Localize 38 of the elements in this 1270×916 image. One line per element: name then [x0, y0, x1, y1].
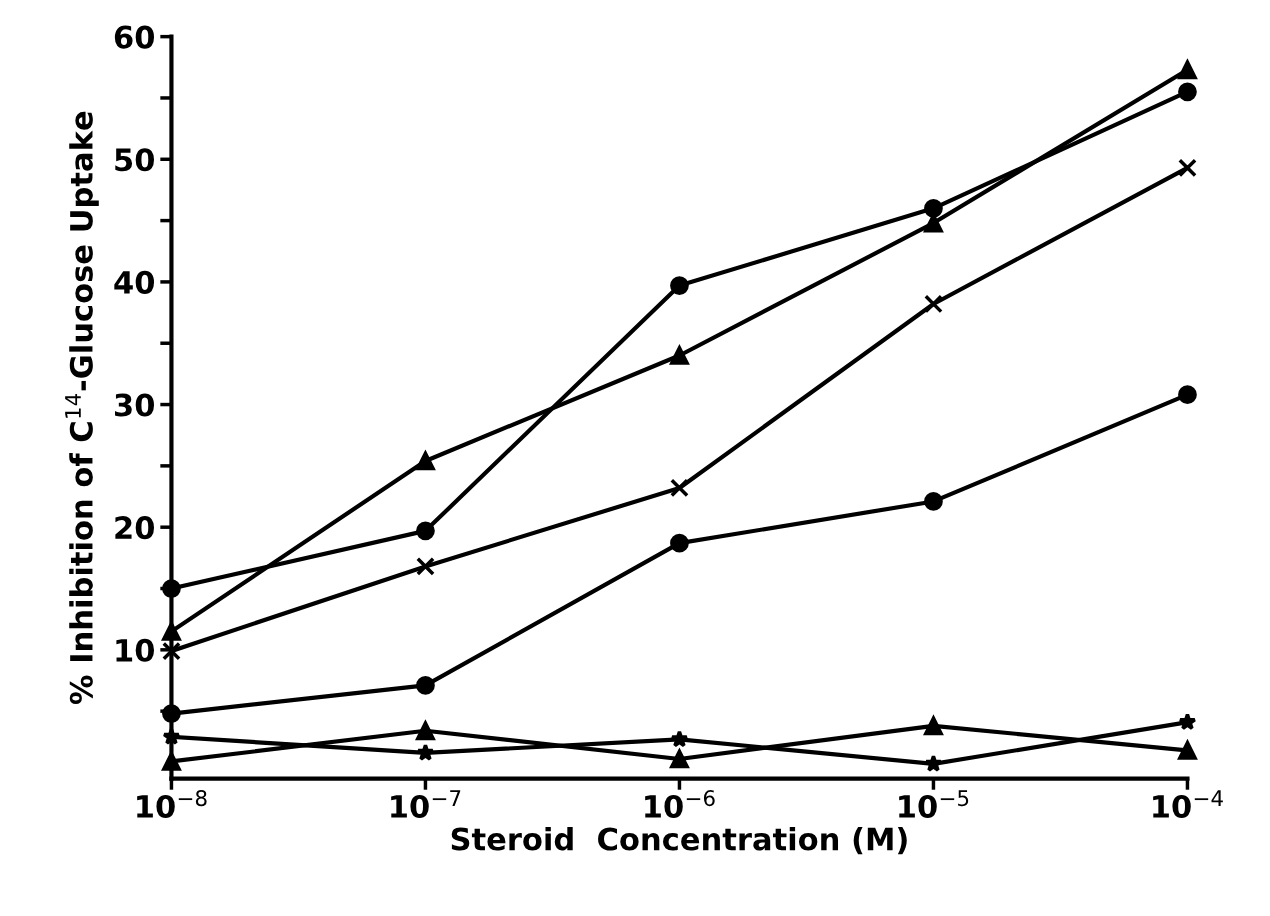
y-tick-label: 20: [115, 516, 155, 540]
point: [669, 747, 690, 769]
point: [416, 557, 435, 576]
point: [670, 729, 689, 748]
point: [416, 676, 435, 695]
point: [924, 754, 943, 772]
y-tick-label: 10: [116, 638, 155, 662]
x-tick-label: 10$^{−8}$: [137, 789, 207, 818]
point: [162, 622, 181, 641]
point: [1178, 158, 1197, 178]
point: [924, 198, 943, 218]
point: [416, 743, 435, 761]
y-tick-label: 50: [115, 148, 155, 172]
x-tick-label: 10$^{−4}$: [1153, 790, 1223, 819]
x-axis-title: Steroid Concentration (M): [451, 826, 907, 855]
x-tick-label: 10$^{−6}$: [645, 789, 715, 818]
point: [1178, 82, 1197, 102]
y-tick-label: 30: [115, 393, 155, 417]
point: [1178, 385, 1197, 405]
point: [162, 752, 181, 771]
point: [924, 492, 943, 511]
x-tick-label: 10$^{−5}$: [899, 790, 969, 819]
y-tick-label: 60: [114, 25, 155, 49]
y-tick-label: 40: [114, 270, 155, 294]
y-axis-title: % Inhibition of C$^{14}$-Glucose Uptake: [65, 111, 99, 705]
point: [1178, 60, 1197, 80]
point: [670, 478, 689, 498]
point: [1178, 712, 1197, 731]
point: [670, 346, 689, 365]
point: [670, 533, 689, 553]
point: [415, 449, 436, 471]
point: [924, 716, 943, 736]
point: [670, 276, 689, 295]
x-tick-label: 10$^{−7}$: [391, 790, 461, 819]
point: [416, 721, 435, 741]
point: [162, 727, 181, 745]
point: [924, 294, 943, 314]
point: [416, 521, 435, 541]
